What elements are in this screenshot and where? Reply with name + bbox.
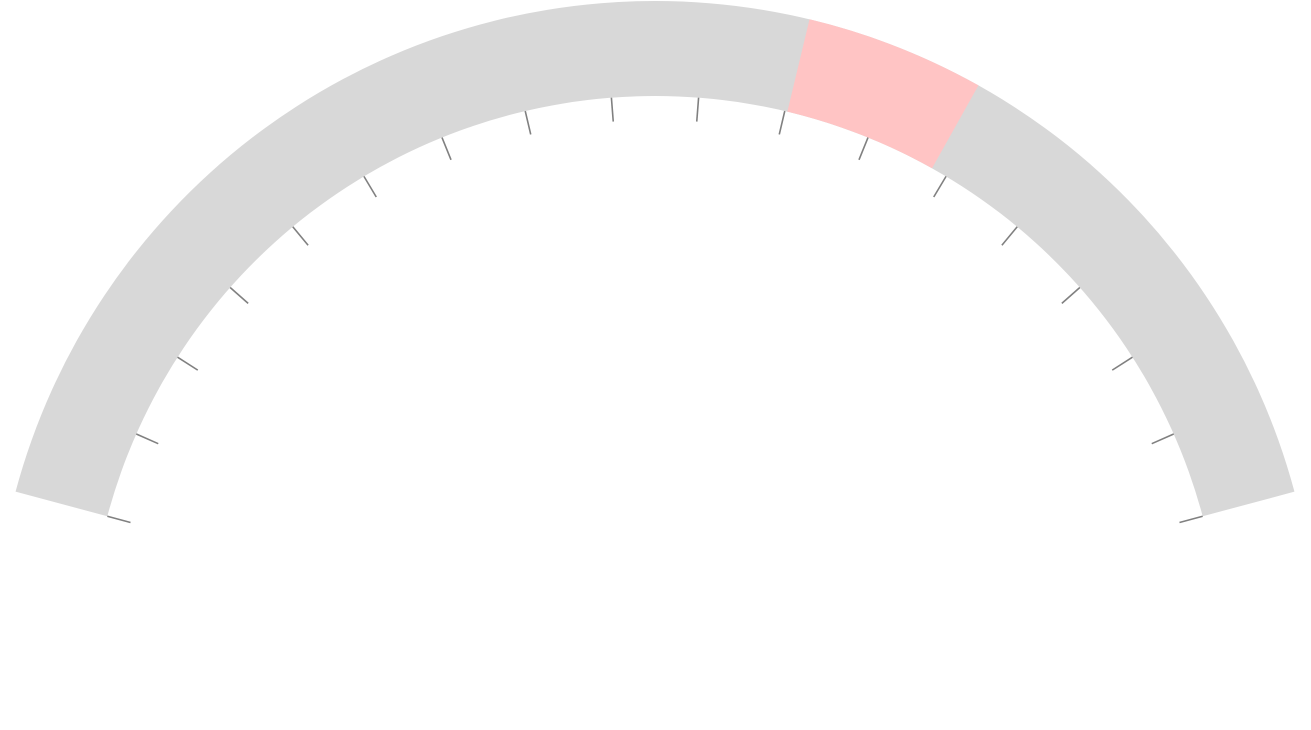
- gauge-tick: [695, 97, 700, 122]
- gauge-band: [787, 19, 979, 169]
- gauge-tick-layer: [107, 97, 1203, 524]
- gauge-tick: [858, 137, 869, 161]
- gauge-tick: [363, 175, 377, 198]
- gauge-tick: [524, 110, 532, 135]
- gauge-tick: [610, 97, 615, 122]
- gauge-tick: [778, 110, 786, 135]
- gauge-tick: [1111, 356, 1133, 371]
- gauge-tick: [177, 356, 199, 371]
- gauge-tick: [1151, 433, 1175, 445]
- gauge-tick: [135, 433, 159, 445]
- gauge-tick: [1001, 226, 1018, 246]
- gauge-tick: [441, 137, 452, 161]
- gauge-tick: [107, 515, 131, 524]
- gauge-tick: [229, 286, 249, 304]
- gauge-track: [15, 1, 1295, 517]
- gauge-tick: [933, 175, 947, 198]
- gauge-tick: [292, 226, 309, 246]
- gauge-track-layer: [15, 1, 1295, 517]
- gauge-tick: [1061, 286, 1081, 304]
- gauge-band-layer: [787, 19, 979, 169]
- gauge-tick: [1179, 515, 1203, 524]
